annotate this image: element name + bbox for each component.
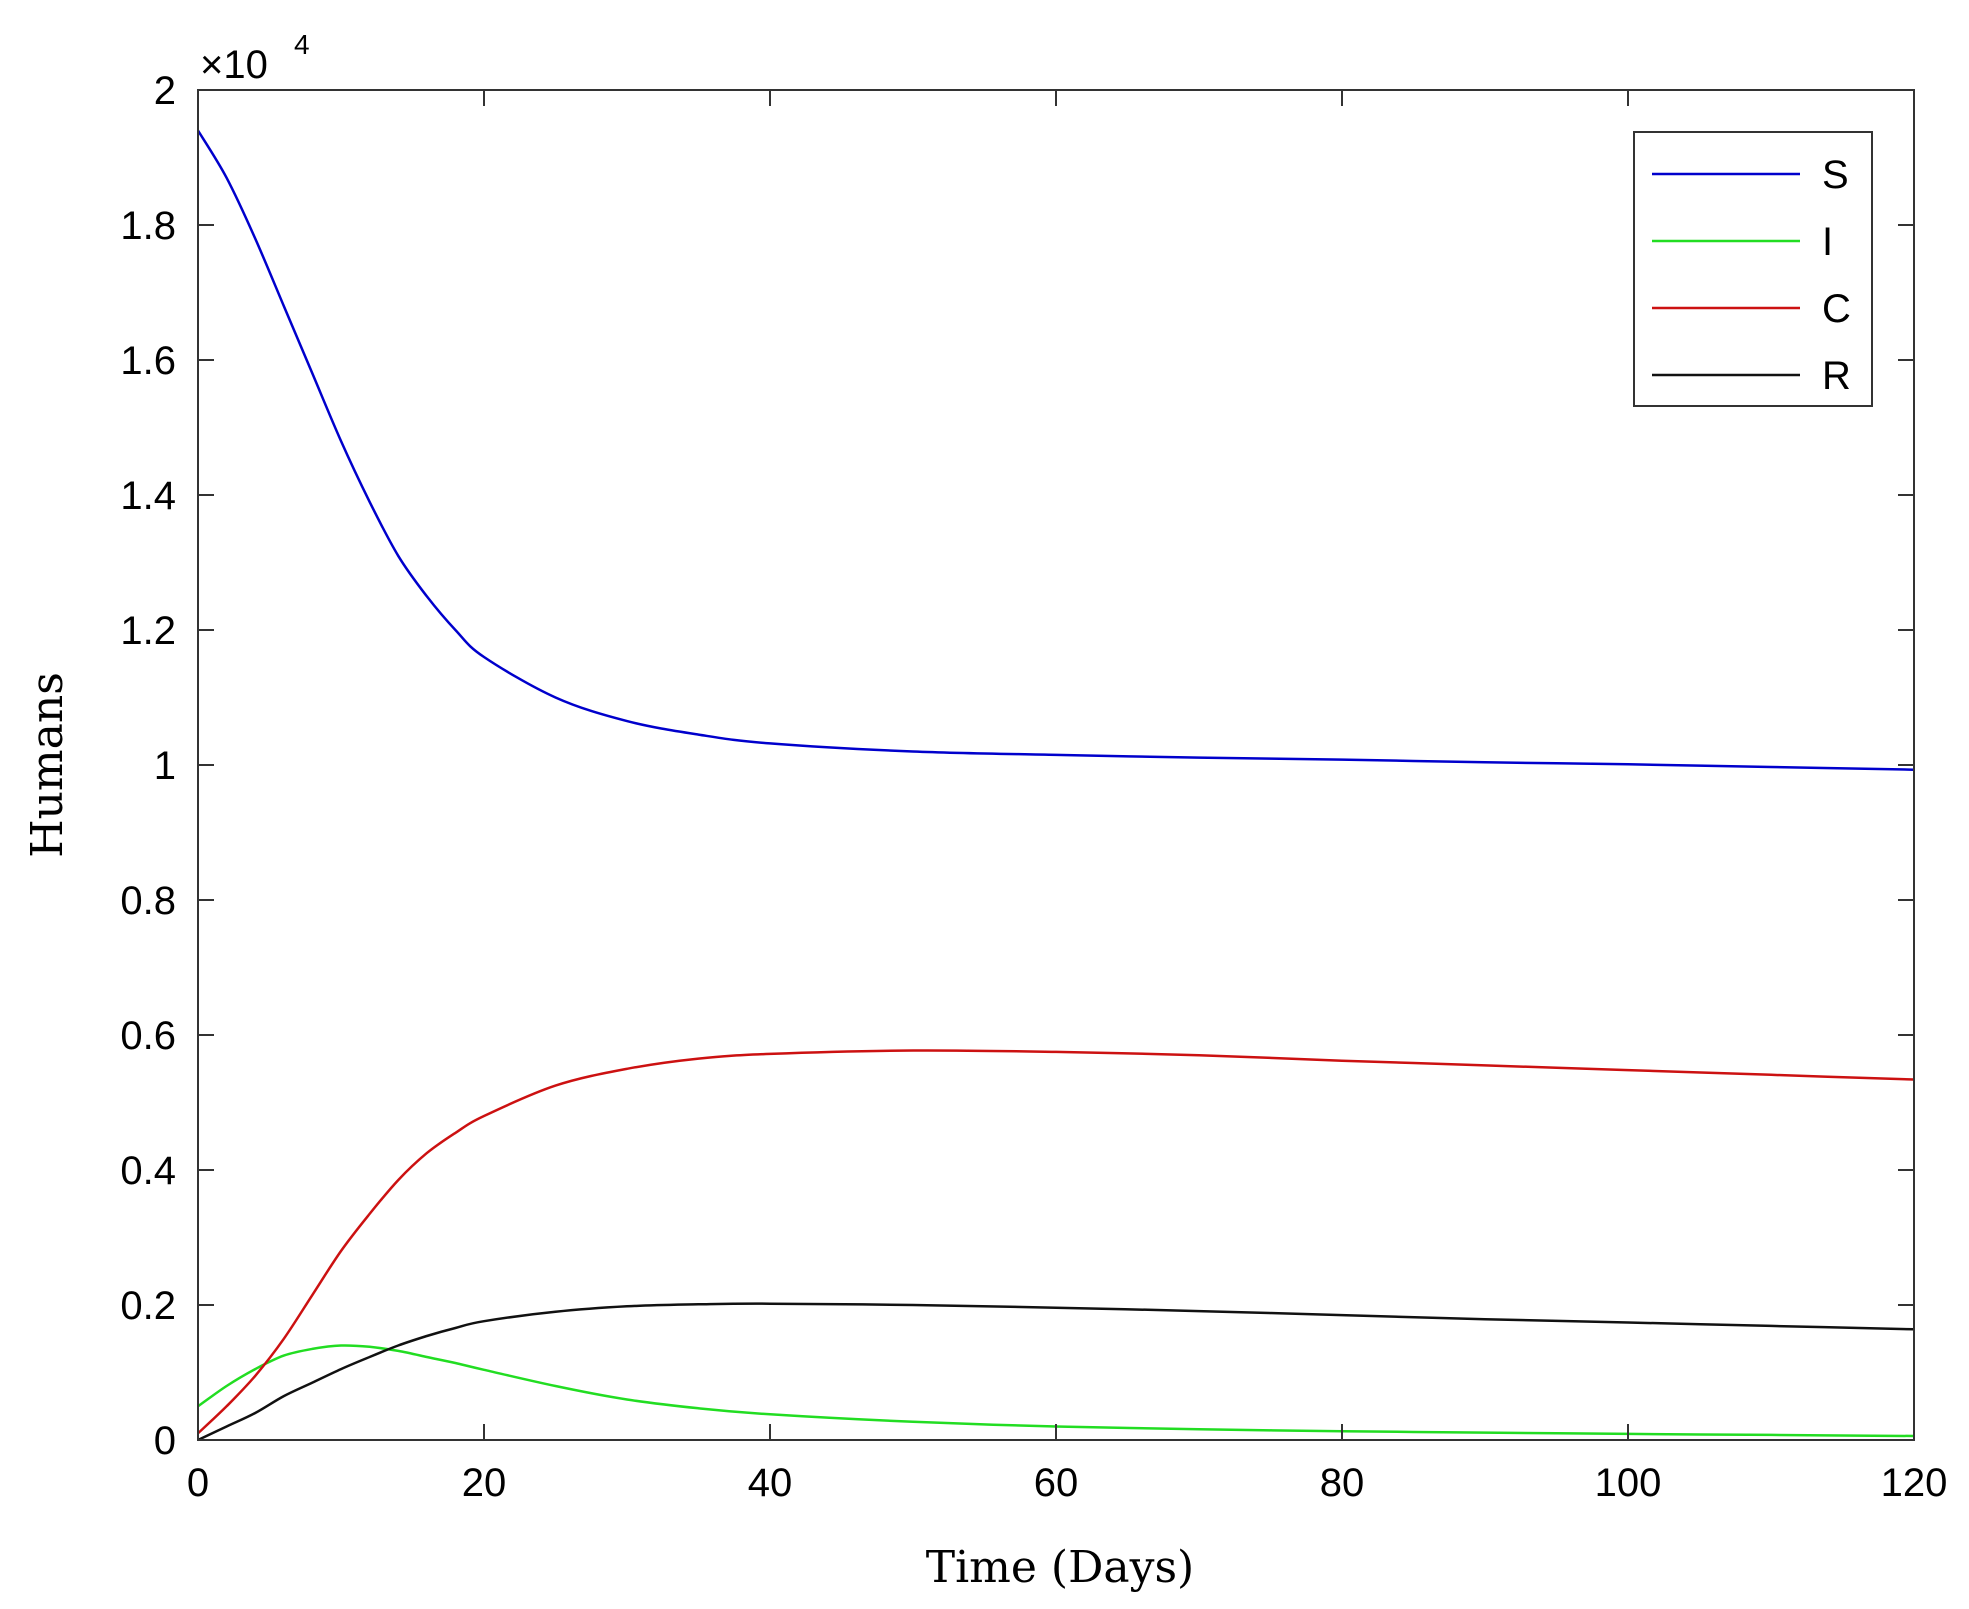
y-tick-label: 1.8: [120, 204, 176, 248]
y-axis-multiplier-exponent: 4: [294, 29, 310, 60]
y-tick-label: 1.4: [120, 474, 176, 518]
series-line-i: [197, 1344, 1915, 1438]
y-tick-label: 1.2: [120, 609, 176, 653]
y-axis-ticks: 0 0.2 0.4 0.6 0.8 1 1.2 1.4 1.6 1.8 2: [120, 69, 1914, 1463]
y-axis-multiplier-base: ×10: [200, 43, 268, 87]
x-tick-label: 0: [187, 1461, 209, 1505]
x-axis-ticks: 0 20 40 60 80 100 120: [187, 90, 1948, 1505]
y-axis-title: Humans: [22, 672, 73, 858]
x-tick-label: 60: [1034, 1461, 1079, 1505]
y-tick-label: 1: [154, 744, 176, 788]
x-tick-label: 40: [748, 1461, 793, 1505]
y-axis-multiplier: ×10 4: [200, 29, 310, 87]
legend-box: [1633, 131, 1873, 407]
y-tick-label: 1.6: [120, 339, 176, 383]
series-line-c: [197, 1049, 1915, 1435]
y-tick-label: 0.6: [120, 1014, 176, 1058]
x-tick-label: 120: [1881, 1461, 1948, 1505]
x-axis-title: Time (Days): [926, 1542, 1194, 1593]
series-line-s: [196, 129, 1915, 771]
legend-label-s: S: [1822, 153, 1849, 197]
series-layer: [196, 129, 1915, 1442]
series-line-r: [197, 1302, 1915, 1442]
legend-label-r: R: [1822, 354, 1851, 398]
legend-label-i: I: [1822, 220, 1833, 264]
y-tick-label: 0.8: [120, 879, 176, 923]
y-tick-label: 0: [154, 1419, 176, 1463]
x-tick-label: 100: [1595, 1461, 1662, 1505]
legend-label-c: C: [1822, 287, 1851, 331]
x-tick-label: 80: [1320, 1461, 1365, 1505]
y-tick-label: 0.4: [120, 1149, 176, 1193]
y-tick-label: 0.2: [120, 1284, 176, 1328]
x-tick-label: 20: [462, 1461, 507, 1505]
y-tick-label: 2: [154, 69, 176, 113]
